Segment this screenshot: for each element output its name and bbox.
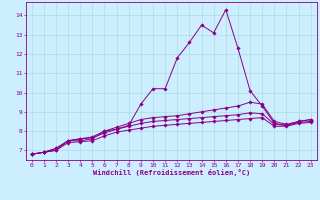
X-axis label: Windchill (Refroidissement éolien,°C): Windchill (Refroidissement éolien,°C) (92, 169, 250, 176)
